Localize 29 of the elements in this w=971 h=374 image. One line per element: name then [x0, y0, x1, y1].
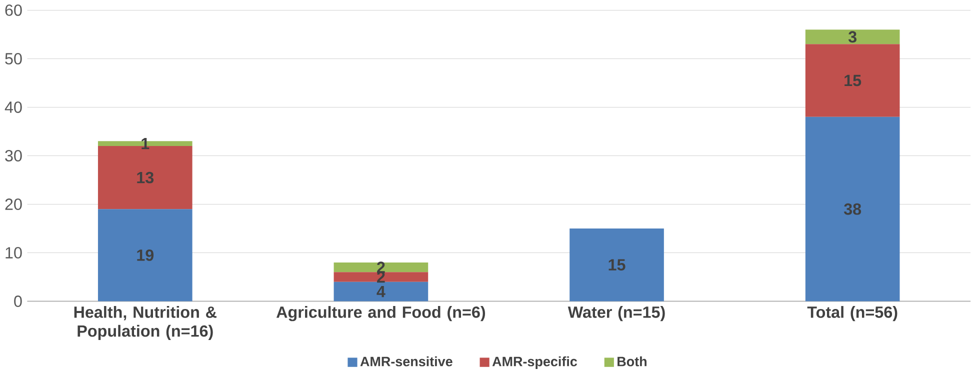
bar — [570, 228, 664, 302]
bar — [334, 272, 428, 282]
data-label: 13 — [137, 172, 154, 184]
data-label: 3 — [848, 31, 856, 43]
legend-label: AMR-specific — [492, 356, 578, 370]
y-tick-label: 10 — [6, 247, 22, 259]
x-tick-label: Agriculture and Food (n=6) — [276, 306, 486, 322]
data-label: 19 — [137, 250, 154, 262]
x-tick-label: Water (n=15) — [568, 306, 665, 322]
bar — [334, 262, 428, 272]
bar — [98, 209, 192, 302]
data-label: 15 — [844, 75, 862, 86]
data-label: 4 — [376, 286, 386, 298]
y-tick-label: 40 — [4, 102, 22, 114]
bar — [805, 44, 900, 118]
bar — [334, 282, 428, 302]
y-tick-label: 0 — [14, 296, 22, 308]
data-label: 15 — [608, 259, 626, 271]
y-tick-label: 30 — [5, 150, 22, 162]
bar — [805, 117, 900, 302]
x-tick-label: Health, Nutrition & Population (n=16) — [74, 306, 216, 340]
data-label: 38 — [844, 204, 862, 216]
bar — [805, 30, 900, 44]
legend-label: Both — [618, 356, 646, 366]
y-tick-label: 20 — [5, 198, 22, 210]
legend-label: AMR-sensitive — [360, 356, 452, 366]
x-tick-label: Total (n=56) — [807, 306, 898, 322]
y-tick-label: 50 — [5, 53, 22, 65]
y-tick-label: 60 — [5, 4, 22, 16]
